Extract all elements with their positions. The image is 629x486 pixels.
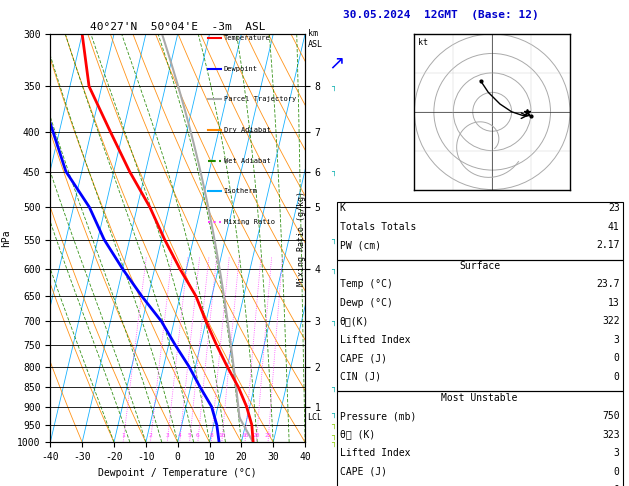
Text: 4: 4 — [178, 434, 182, 438]
Text: 10: 10 — [218, 434, 226, 438]
Text: Mixing Ratio (g/kg): Mixing Ratio (g/kg) — [298, 191, 306, 286]
Text: kt: kt — [418, 38, 428, 47]
Text: Wet Adiabat: Wet Adiabat — [223, 157, 270, 164]
Text: 25: 25 — [264, 434, 272, 438]
Text: Lifted Index: Lifted Index — [340, 335, 410, 345]
Text: CIN (J): CIN (J) — [340, 485, 381, 486]
Text: Temp (°C): Temp (°C) — [340, 279, 392, 290]
Text: ┐: ┐ — [331, 438, 336, 447]
Text: 3: 3 — [614, 335, 620, 345]
Text: ┐: ┐ — [331, 235, 336, 244]
Text: 2: 2 — [148, 434, 152, 438]
Text: ↗: ↗ — [328, 53, 345, 72]
Text: ┐: ┐ — [331, 82, 336, 91]
Text: ┐: ┐ — [331, 167, 336, 176]
Text: ┐: ┐ — [331, 264, 336, 274]
Text: CAPE (J): CAPE (J) — [340, 467, 387, 477]
Text: 30.05.2024  12GMT  (Base: 12): 30.05.2024 12GMT (Base: 12) — [343, 10, 538, 20]
Text: Lifted Index: Lifted Index — [340, 448, 410, 458]
Text: 0: 0 — [614, 372, 620, 382]
Text: 750: 750 — [602, 411, 620, 421]
Title: 40°27'N  50°04'E  -3m  ASL: 40°27'N 50°04'E -3m ASL — [90, 22, 265, 32]
Text: ┐: ┐ — [331, 420, 336, 429]
Text: ┐: ┐ — [331, 410, 336, 418]
Y-axis label: hPa: hPa — [1, 229, 11, 247]
Text: Dry Adiabat: Dry Adiabat — [223, 127, 270, 133]
Text: 0: 0 — [614, 353, 620, 364]
Text: km
ASL: km ASL — [308, 29, 323, 49]
Text: 8: 8 — [209, 434, 213, 438]
Text: Isotherm: Isotherm — [223, 188, 257, 194]
Text: Parcel Trajectory: Parcel Trajectory — [223, 96, 296, 103]
Text: LCL: LCL — [307, 413, 321, 422]
Text: 3: 3 — [165, 434, 169, 438]
Text: 13: 13 — [608, 298, 620, 308]
Text: ┐: ┐ — [331, 382, 336, 392]
Text: CIN (J): CIN (J) — [340, 372, 381, 382]
Text: θᴇ(K): θᴇ(K) — [340, 316, 369, 327]
Text: Mixing Ratio: Mixing Ratio — [223, 219, 274, 225]
Text: Dewpoint: Dewpoint — [223, 66, 257, 72]
Text: Dewp (°C): Dewp (°C) — [340, 298, 392, 308]
Text: 323: 323 — [602, 430, 620, 440]
Text: ┐: ┐ — [331, 317, 336, 326]
Text: 23: 23 — [608, 203, 620, 213]
Text: 23.7: 23.7 — [596, 279, 620, 290]
Text: 1: 1 — [121, 434, 125, 438]
Text: ┐: ┐ — [331, 431, 336, 440]
Text: Totals Totals: Totals Totals — [340, 222, 416, 232]
Text: Temperature: Temperature — [223, 35, 270, 41]
Text: CAPE (J): CAPE (J) — [340, 353, 387, 364]
Text: 0: 0 — [614, 485, 620, 486]
Text: Surface: Surface — [459, 261, 500, 271]
Text: Pressure (mb): Pressure (mb) — [340, 411, 416, 421]
X-axis label: Dewpoint / Temperature (°C): Dewpoint / Temperature (°C) — [98, 468, 257, 478]
Text: 20: 20 — [253, 434, 260, 438]
Text: K: K — [340, 203, 345, 213]
Text: 6: 6 — [196, 434, 199, 438]
Text: Most Unstable: Most Unstable — [442, 393, 518, 403]
Text: 5: 5 — [187, 434, 191, 438]
Text: 0: 0 — [614, 467, 620, 477]
Text: 16: 16 — [242, 434, 249, 438]
Text: 3: 3 — [614, 448, 620, 458]
Text: 2.17: 2.17 — [596, 240, 620, 250]
Text: 41: 41 — [608, 222, 620, 232]
Text: PW (cm): PW (cm) — [340, 240, 381, 250]
Text: θᴇ (K): θᴇ (K) — [340, 430, 375, 440]
Text: 322: 322 — [602, 316, 620, 327]
